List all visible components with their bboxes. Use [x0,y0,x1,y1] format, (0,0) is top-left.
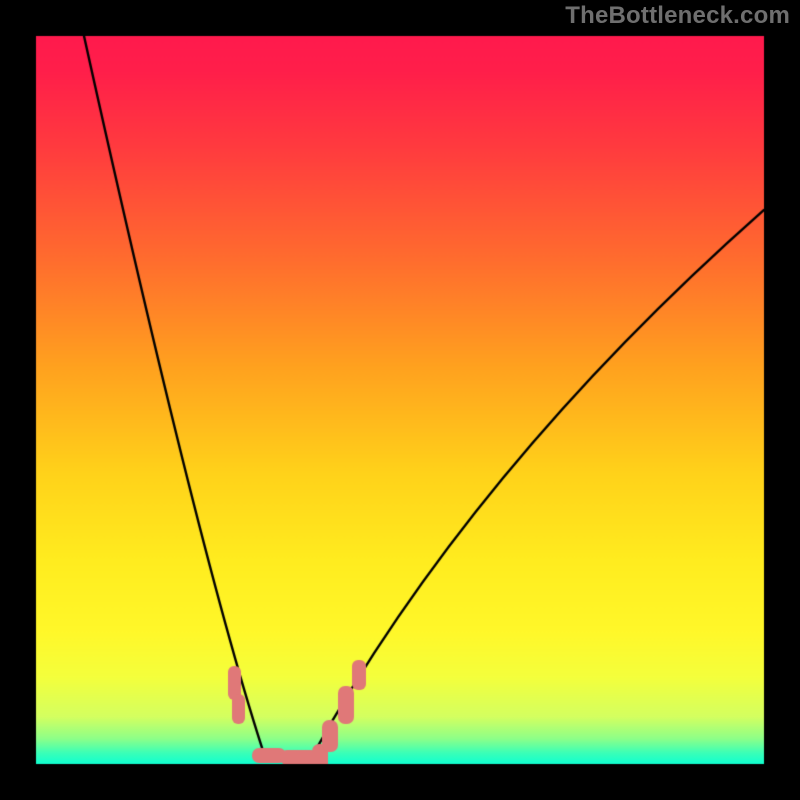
chart-stage: TheBottleneck.com [0,0,800,800]
bottleneck-chart-canvas [0,0,800,800]
source-watermark: TheBottleneck.com [565,2,790,30]
